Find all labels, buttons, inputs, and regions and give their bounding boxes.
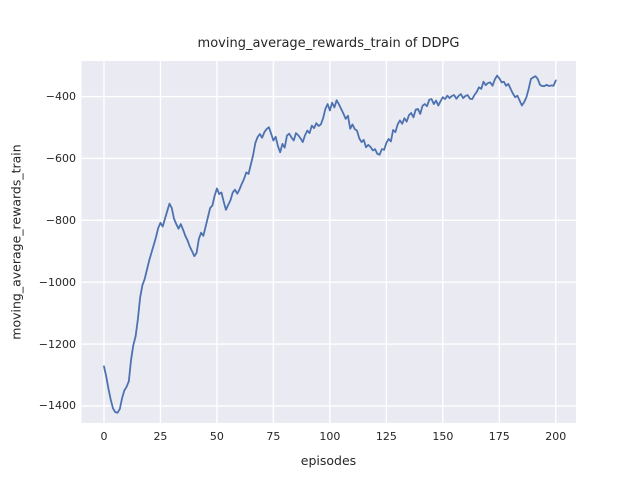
y-tick-label: −400 — [45, 90, 76, 104]
y-tick-label: −600 — [45, 151, 76, 165]
x-tick-label: 175 — [488, 430, 510, 443]
y-tick-label: −1200 — [38, 337, 76, 351]
x-tick-label: 150 — [432, 430, 454, 443]
x-tick-label: 125 — [375, 430, 397, 443]
x-axis-label: episodes — [300, 453, 357, 468]
x-tick-label: 50 — [209, 430, 224, 443]
x-tick-label: 200 — [545, 430, 567, 443]
chart-title: moving_average_rewards_train of DDPG — [197, 36, 460, 51]
y-tick-label: −800 — [45, 213, 76, 227]
y-tick-label: −1400 — [38, 399, 76, 413]
data-line — [103, 74, 557, 414]
y-axis-label: moving_average_rewards_train — [8, 144, 24, 340]
x-tick-label: 75 — [266, 430, 281, 443]
x-tick-label: 0 — [100, 430, 108, 443]
x-tick-label: 100 — [319, 430, 341, 443]
y-tick-label: −1000 — [38, 275, 76, 289]
x-tick-label: 25 — [153, 430, 168, 443]
plot-background — [81, 61, 576, 423]
